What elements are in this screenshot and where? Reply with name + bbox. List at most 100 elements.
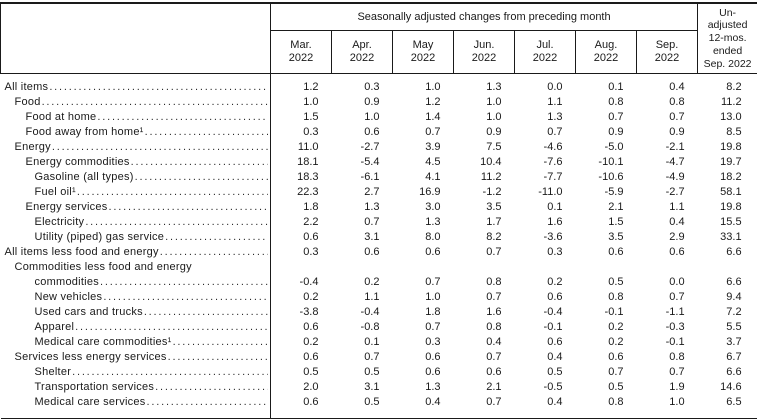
month-column-header: Sep. 2022 xyxy=(635,30,699,74)
value-cell: 0.8 xyxy=(608,291,624,303)
value-cell: -1.2 xyxy=(482,186,502,198)
value-cell: 1.1 xyxy=(669,201,685,213)
dot-leader xyxy=(97,110,268,125)
value-cell: 3.9 xyxy=(425,141,441,153)
annual-value-cell: 58.1 xyxy=(720,186,742,198)
month-column-header: Mar. 2022 xyxy=(270,30,332,74)
header-row-group: Seasonally adjusted changes from precedi… xyxy=(0,3,757,74)
table-row: All items 1.2 0.3 1.0 1.3 0.0 0.1 0.4 8.2 xyxy=(0,73,757,95)
dot-leader xyxy=(49,80,268,95)
dot-leader xyxy=(155,380,268,395)
value-cell: 0.1 xyxy=(608,81,624,93)
value-cell: 0.8 xyxy=(669,351,685,363)
value-cell: 1.0 xyxy=(486,111,502,123)
value-cell: 0.6 xyxy=(486,366,502,378)
row-label: Medical care services xyxy=(34,396,146,408)
value-cell: 3.1 xyxy=(364,231,380,243)
row-label-cell: Energy commodities xyxy=(0,155,271,170)
table-row: Fuel oil¹ 22.3 2.7 16.9 -1.2 -11.0 -5.9 -2.7 58.… xyxy=(0,185,757,200)
value-cell: 0.0 xyxy=(669,276,685,288)
value-cell: 3.5 xyxy=(486,201,502,213)
value-cell: 2.2 xyxy=(303,216,319,228)
row-label: Shelter xyxy=(34,366,72,378)
table-row: Food at home 1.5 1.0 1.4 1.0 1.3 0.7 0.7 13.0 xyxy=(0,110,757,125)
year-label: 2022 xyxy=(410,52,436,64)
year-label: 2022 xyxy=(471,52,497,64)
annual-value-cell: 19.8 xyxy=(720,201,742,213)
value-cell: 0.8 xyxy=(669,96,685,108)
value-cell: 1.3 xyxy=(425,381,441,393)
value-cell: 1.8 xyxy=(425,306,441,318)
value-cell: 0.4 xyxy=(486,336,502,348)
value-cell: 1.0 xyxy=(303,96,319,108)
value-cell: 0.7 xyxy=(425,126,441,138)
value-cell: 0.9 xyxy=(608,126,624,138)
value-cell: -0.4 xyxy=(543,306,563,318)
value-cell: -2.7 xyxy=(360,141,380,153)
value-cell: 1.8 xyxy=(303,201,319,213)
seasonally-adjusted-group-header: Seasonally adjusted changes from precedi… xyxy=(270,3,699,31)
row-label-cell: Medical care commodities¹ xyxy=(0,335,271,350)
value-cell: 0.6 xyxy=(608,246,624,258)
row-label: Energy commodities xyxy=(25,156,130,168)
value-cell: -0.1 xyxy=(604,306,624,318)
row-label-cell: Gasoline (all types) xyxy=(0,170,271,185)
row-label-cell: Fuel oil¹ xyxy=(0,185,271,200)
stub-header-cell xyxy=(0,3,271,74)
value-cell: 0.6 xyxy=(303,321,319,333)
month-column-header: May 2022 xyxy=(392,30,454,74)
value-cell: 0.6 xyxy=(547,336,563,348)
value-cell: 0.9 xyxy=(486,126,502,138)
row-label-cell: Utility (piped) gas service xyxy=(0,230,271,245)
value-cell: 0.9 xyxy=(669,126,685,138)
value-cell: -3.6 xyxy=(543,231,563,243)
value-cell: 0.8 xyxy=(608,96,624,108)
month-label: Sep. xyxy=(655,39,679,51)
value-cell: 0.9 xyxy=(364,96,380,108)
value-cell: 0.4 xyxy=(547,396,563,408)
row-label-cell: Apparel xyxy=(0,320,271,335)
table-row: Energy services 1.8 1.3 3.0 3.5 0.1 2.1 1.1 19.8 xyxy=(0,200,757,215)
value-cell: 0.3 xyxy=(303,246,319,258)
row-label: Energy xyxy=(14,141,51,153)
row-label-cell: Energy services xyxy=(0,200,271,215)
row-label: Commodities less food and energy xyxy=(14,261,192,273)
annual-value-cell: 18.2 xyxy=(720,171,742,183)
value-cell: 0.1 xyxy=(547,201,563,213)
value-cell: 1.7 xyxy=(486,216,502,228)
row-label-cell: Food away from home¹ xyxy=(0,125,271,140)
value-cell: 0.5 xyxy=(608,276,624,288)
value-cell: 1.9 xyxy=(669,381,685,393)
value-cell: 8.2 xyxy=(486,231,502,243)
value-cell: 0.1 xyxy=(364,336,380,348)
row-label-cell: Food xyxy=(0,95,271,110)
value-cell: 0.6 xyxy=(364,246,380,258)
value-cell: 0.2 xyxy=(364,276,380,288)
value-cell: 0.7 xyxy=(608,366,624,378)
row-label: New vehicles xyxy=(34,291,103,303)
dot-leader xyxy=(145,125,268,140)
dot-leader xyxy=(42,95,268,110)
row-label-cell: Shelter xyxy=(0,365,271,380)
value-cell: 8.0 xyxy=(425,231,441,243)
value-cell: 0.7 xyxy=(547,126,563,138)
value-cell: 0.6 xyxy=(425,246,441,258)
row-label: Food away from home¹ xyxy=(25,126,144,138)
value-cell: -0.3 xyxy=(665,321,685,333)
annual-value-cell: 6.6 xyxy=(726,246,742,258)
annual-value-cell: 5.5 xyxy=(726,321,742,333)
value-cell: 0.6 xyxy=(364,126,380,138)
value-cell: 0.3 xyxy=(364,81,380,93)
value-cell: 1.3 xyxy=(364,201,380,213)
dot-leader xyxy=(165,230,268,245)
row-label-continued: commodities xyxy=(34,276,99,288)
value-cell: 0.7 xyxy=(486,291,502,303)
unadjusted-header-line: ended xyxy=(712,44,743,57)
month-column-header: Aug. 2022 xyxy=(575,30,637,74)
value-cell: 0.3 xyxy=(547,246,563,258)
value-cell: 0.5 xyxy=(608,381,624,393)
month-label: Mar. xyxy=(290,39,312,51)
value-cell: 1.5 xyxy=(303,111,319,123)
dot-leader xyxy=(147,395,268,410)
